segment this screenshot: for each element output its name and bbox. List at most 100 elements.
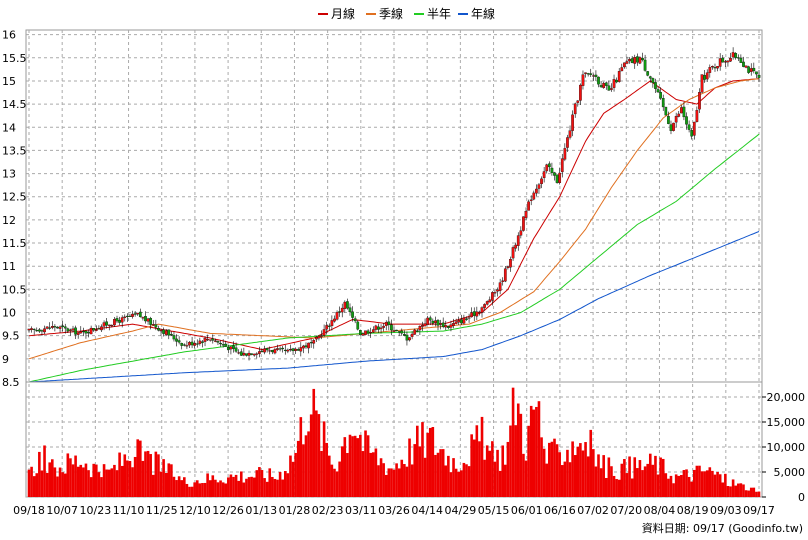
candle-body [361,333,365,336]
candle-body [581,74,585,86]
date-tick-label: 03/26 [378,504,410,517]
candle-body [418,326,422,331]
candle-body [71,328,75,331]
data-date-footer: 資料日期: 09/17 (Goodinfo.tw) [642,521,803,535]
volume-bar [524,460,528,497]
volume-bar [532,409,536,497]
volume-bar [604,477,608,497]
volume-bar [571,441,574,497]
candle-body [30,328,33,330]
volume-bar [281,479,284,497]
candle-body [379,327,383,330]
volume-bar [418,446,422,497]
candle-body [273,349,277,354]
candle-body [351,311,354,318]
candle-body [175,338,178,342]
volume-bar [38,451,41,497]
candle-body [677,113,681,117]
volume-bar [752,487,756,497]
volume-bar [56,476,59,497]
candle-body [439,323,442,325]
volume-bar [237,480,240,497]
candle-body [726,60,730,63]
volume-bar [677,475,681,497]
candle-body [703,75,706,80]
candle-body [617,71,621,82]
candle-body [76,332,80,335]
volume-bar [700,471,704,497]
volume-bar [183,477,186,497]
candle-body [144,316,147,322]
volume-bar [167,463,171,497]
date-tick-label: 03/11 [345,504,377,517]
date-tick-label: 11/25 [146,504,178,517]
volume-bar [757,491,761,497]
candle-body [723,61,727,63]
candle-body [654,82,657,89]
volume-bar [426,432,429,497]
candle-body [415,330,419,332]
candle-body [690,130,694,137]
volume-bar [659,457,662,497]
volume-bar [188,486,191,497]
volume-bar [457,471,461,497]
volume-axis: 20,000 15,000 10,000 5,000 0 [762,391,805,504]
candle-body [674,115,678,123]
candle-body [136,312,140,315]
volume-bar [612,475,616,497]
candle-body [263,348,266,353]
volume-bar [516,403,520,497]
candle-body [201,341,204,343]
volume-bar [439,449,442,497]
volume-bar [713,474,717,497]
volume-bar [309,414,313,497]
candle-body [535,188,538,194]
volume-bar [739,483,743,497]
volume-bar [234,474,238,497]
candle-body [716,66,719,69]
candle-body [493,292,497,294]
volume-bar [227,477,230,497]
candle-body [314,336,318,340]
volume-bar [216,482,220,497]
volume-bar [151,474,155,497]
candle-body [444,325,448,328]
volume-bar [501,445,505,497]
candle-body [35,330,39,332]
candle-body [320,335,323,337]
candle-body [128,315,132,317]
volume-bar [95,464,98,497]
candle-body [599,85,603,88]
volume-bar [384,474,388,497]
volume-bar [79,464,83,497]
volume-bar [550,441,554,497]
candle-body [219,343,222,345]
volume-bar [302,444,305,497]
volume-bars [27,387,761,497]
volume-bar [643,466,647,497]
volume-bar [333,468,336,497]
volume-bar [170,464,173,497]
candle-body [747,66,750,73]
date-tick-label: 07/02 [577,504,609,517]
date-tick-label: 08/04 [644,504,676,517]
volume-bar [369,452,373,497]
volume-bar [594,466,598,497]
volume-bar [392,469,396,497]
candle-body [610,88,613,90]
candle-body [594,74,598,77]
candle-body [66,328,70,332]
candle-body [752,67,756,72]
candle-body [358,330,362,336]
candle-body [164,330,168,335]
date-tick-label: 04/14 [411,504,443,517]
candle-body [579,84,582,101]
volume-bar [447,455,450,497]
volume-bar [421,422,424,497]
volume-bar [250,476,253,497]
candle-body [465,318,468,320]
candle-body [348,307,352,313]
candle-body [713,67,717,69]
candle-body [695,110,699,122]
candle-body [542,171,546,179]
